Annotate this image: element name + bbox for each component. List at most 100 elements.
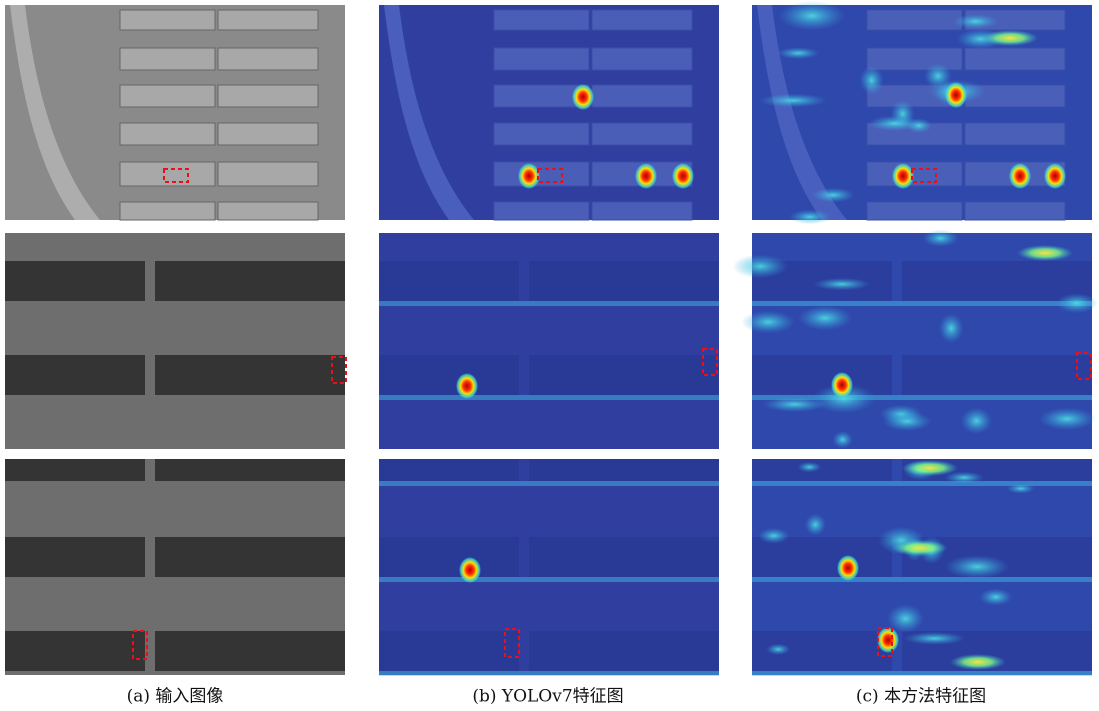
figure: (a) 输入图像 (b) YOLOv7特征图 (c) 本方法特征图 (0, 0, 1099, 711)
solar-panel-row (5, 261, 145, 301)
hot-spot (831, 372, 853, 398)
activation-blob (741, 311, 795, 334)
hot-spot (892, 163, 914, 189)
solar-panel-row (155, 261, 345, 301)
solar-panel-row (529, 261, 719, 301)
warm-spot (950, 654, 1006, 670)
solar-panel-row (592, 48, 692, 70)
solar-panel-row (5, 537, 145, 577)
warm-spot (1017, 245, 1073, 261)
solar-panel-row (965, 202, 1065, 220)
hot-spot (1044, 163, 1066, 189)
activation-blob (953, 14, 998, 29)
solar-panel-row (120, 85, 215, 107)
solar-panel-row (529, 355, 719, 395)
image-panel (5, 5, 345, 220)
solar-panel-row (120, 202, 215, 220)
activation-blob (904, 632, 966, 645)
image-grid (5, 1, 1098, 676)
solar-panel-row (218, 85, 318, 107)
image-panel (5, 233, 345, 449)
activation-blob (798, 306, 852, 331)
activation-blob (777, 47, 820, 59)
hot-spot (672, 163, 694, 189)
image-panel (752, 1, 1092, 224)
image-panel (379, 5, 719, 220)
solar-panel-row (218, 162, 318, 186)
solar-panel-row (592, 123, 692, 145)
activation-blob (860, 66, 884, 95)
caption: (b) YOLOv7特征图 (472, 687, 623, 707)
solar-panel-row (379, 537, 519, 577)
warm-spot (902, 460, 958, 476)
activation-band (752, 481, 1092, 486)
solar-panel-row (965, 123, 1065, 145)
activation-blob (882, 412, 931, 431)
solar-panel-row (867, 48, 962, 70)
solar-panel-row (120, 48, 215, 70)
solar-panel-row (494, 10, 589, 30)
solar-panel-row (494, 48, 589, 70)
solar-panel-row (529, 537, 719, 577)
solar-panel-row (218, 123, 318, 145)
solar-panel-row (5, 631, 145, 671)
solar-panel-row (529, 459, 719, 481)
hot-spot (459, 557, 481, 583)
hot-spot (456, 373, 478, 399)
hot-spot (945, 82, 967, 108)
hot-spot (518, 163, 540, 189)
activation-blob (797, 462, 821, 472)
image-panel (379, 459, 719, 676)
image-panel (5, 459, 345, 675)
solar-panel-row (529, 631, 719, 671)
activation-band (379, 395, 719, 400)
image-panel (379, 233, 719, 449)
solar-panel-row (494, 123, 589, 145)
solar-panel-row (867, 10, 962, 30)
activation-blob (833, 431, 853, 448)
hot-spot (837, 555, 859, 581)
warm-spot (982, 30, 1038, 46)
solar-panel-row (867, 202, 962, 220)
solar-panel-row (379, 631, 519, 671)
activation-blob (868, 116, 922, 132)
activation-blob (1038, 407, 1095, 430)
activation-blob (944, 555, 1009, 579)
activation-blob (733, 254, 788, 278)
solar-panel-row (218, 10, 318, 30)
activation-blob (811, 188, 855, 203)
activation-blob (766, 644, 790, 655)
solar-panel-row (155, 631, 345, 671)
warm-spot (892, 540, 948, 556)
activation-band (752, 301, 1092, 306)
solar-panel-row (379, 261, 519, 301)
activation-blob (961, 408, 992, 435)
image-panel (733, 230, 1098, 449)
hot-spot (572, 84, 594, 110)
activation-band (752, 671, 1092, 676)
activation-blob (1056, 293, 1098, 313)
solar-panel-row (218, 202, 318, 220)
caption: (a) 输入图像 (127, 687, 224, 707)
solar-panel-row (5, 459, 145, 481)
solar-panel-row (5, 355, 145, 395)
activation-blob (759, 94, 827, 108)
solar-panel-row (902, 261, 1092, 301)
activation-blob (1007, 484, 1035, 494)
solar-panel-row (120, 10, 215, 30)
solar-panel-row (120, 123, 215, 145)
activation-blob (758, 528, 790, 544)
activation-band (379, 481, 719, 486)
activation-blob (813, 278, 870, 291)
solar-panel-row (379, 355, 519, 395)
activation-band (752, 577, 1092, 582)
solar-panel-row (155, 355, 345, 395)
solar-panel-row (218, 48, 318, 70)
activation-blob (789, 210, 831, 225)
activation-blob (939, 313, 963, 343)
image-panel (752, 459, 1092, 676)
solar-panel-row (155, 459, 345, 481)
solar-panel-row (752, 459, 892, 481)
activation-blob (805, 514, 826, 536)
activation-band (379, 301, 719, 306)
